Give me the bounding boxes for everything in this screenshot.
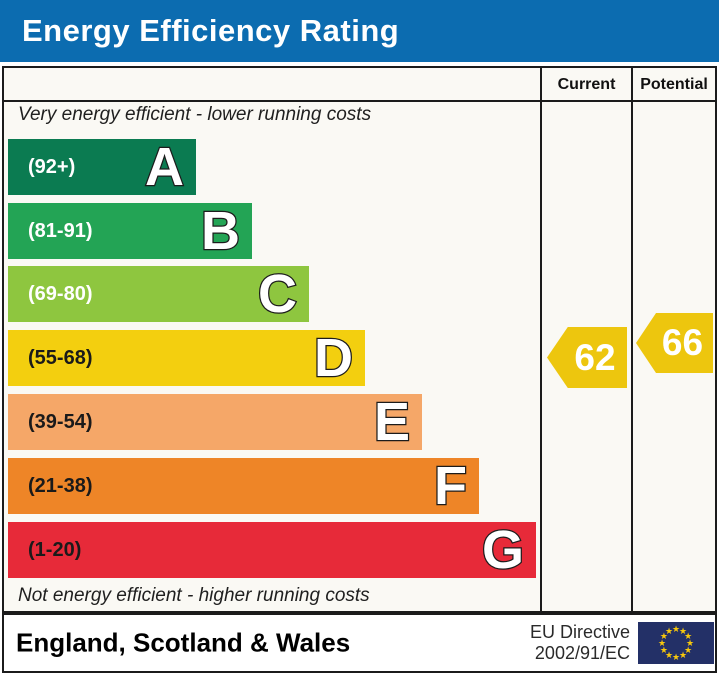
- eu-directive-label: EU Directive 2002/91/EC: [530, 622, 630, 664]
- band-letter: C: [257, 264, 299, 324]
- eu-directive-line2: 2002/91/EC: [534, 643, 630, 663]
- eu-star-icon: ★: [664, 650, 674, 661]
- page-title: Energy Efficiency Rating: [22, 13, 400, 48]
- band-letter: G: [481, 520, 526, 580]
- chart-title-bar: Energy Efficiency Rating: [0, 0, 719, 62]
- band-C: (69-80) C: [8, 264, 309, 324]
- band-range-label: (55-68): [28, 346, 93, 369]
- eu-star-icon: ★: [657, 638, 667, 648]
- eu-star-icon: ★: [684, 645, 693, 655]
- bottom-note: Not energy efficient - higher running co…: [18, 585, 370, 606]
- eu-star-icon: ★: [678, 650, 688, 661]
- eu-star-icon: ★: [659, 631, 668, 641]
- header-row-divider: [4, 100, 715, 102]
- column-divider-current: [540, 68, 542, 611]
- band-range-label: (39-54): [28, 410, 93, 433]
- eu-star-icon: ★: [659, 645, 668, 655]
- footer-bar: England, Scotland & Wales EU Directive 2…: [2, 613, 717, 673]
- band-letter: D: [313, 328, 355, 388]
- band-letter: F: [433, 456, 469, 516]
- potential-rating-marker: 66: [636, 313, 713, 373]
- column-divider-potential: [631, 68, 633, 611]
- band-F: (21-38) F: [8, 456, 479, 516]
- column-header-potential: Potential: [640, 76, 708, 93]
- band-B: (81-91) B: [8, 201, 252, 261]
- band-G: (1-20) G: [8, 520, 536, 580]
- column-header-current: Current: [557, 76, 616, 93]
- eu-directive-line1: EU Directive: [529, 622, 630, 642]
- band-range-label: (69-80): [28, 282, 93, 305]
- band-A: (92+) A: [8, 137, 196, 197]
- eu-star-icon: ★: [678, 625, 688, 636]
- eu-star-icon: ★: [664, 625, 674, 636]
- region-label: England, Scotland & Wales: [16, 627, 351, 658]
- band-D: (55-68) D: [8, 328, 365, 388]
- band-letter: B: [200, 201, 242, 261]
- current-rating-marker: 62: [547, 327, 627, 388]
- eu-flag-icon: ★ ★ ★ ★ ★ ★ ★ ★ ★ ★ ★ ★: [638, 622, 714, 664]
- band-range-label: (92+): [28, 155, 76, 178]
- rating-table: Current Potential Very energy efficient …: [2, 66, 717, 613]
- band-letter: E: [373, 392, 412, 452]
- eu-star-icon: ★: [685, 638, 695, 648]
- band-E: (39-54) E: [8, 392, 422, 452]
- eu-star-icon: ★: [671, 652, 681, 662]
- band-range-label: (21-38): [28, 474, 93, 497]
- band-range-label: (1-20): [28, 538, 82, 561]
- eu-star-icon: ★: [671, 624, 681, 634]
- band-range-label: (81-91): [28, 219, 93, 242]
- top-note: Very energy efficient - lower running co…: [18, 104, 372, 125]
- potential-rating-value: 66: [661, 322, 704, 363]
- band-letter: A: [144, 137, 186, 197]
- current-rating-value: 62: [574, 336, 616, 378]
- eu-star-icon: ★: [684, 631, 693, 641]
